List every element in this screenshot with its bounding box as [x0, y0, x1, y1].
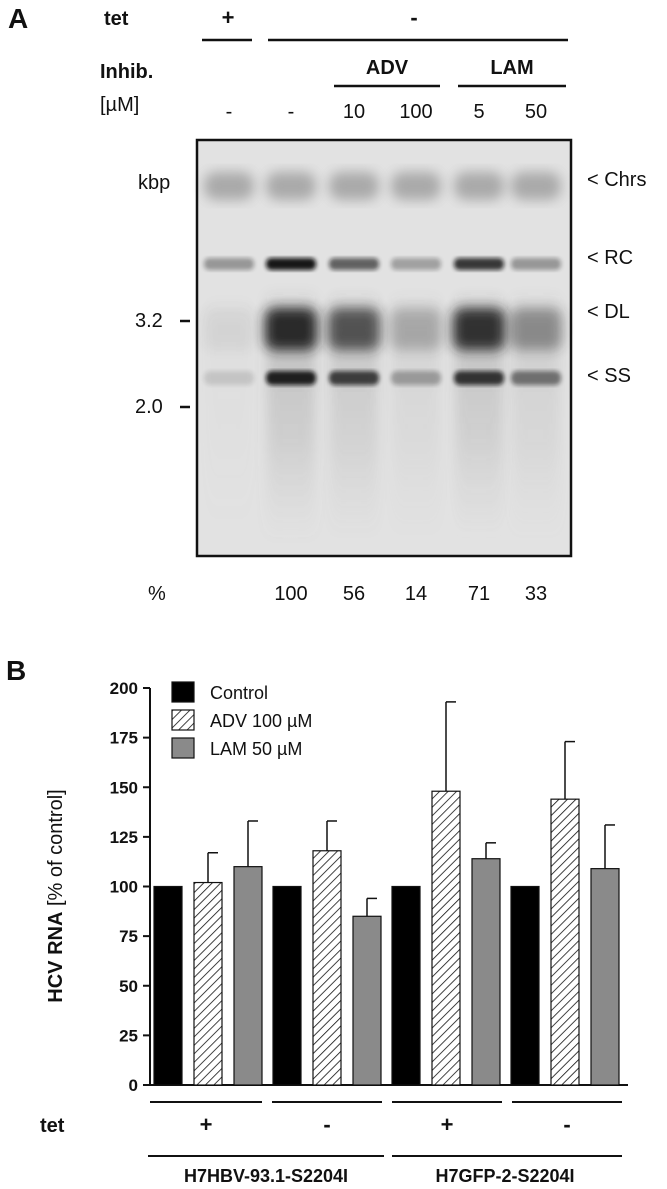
tet-label-a: tet	[104, 8, 129, 30]
legend-swatch	[171, 709, 195, 731]
percent-row: 100 56 14 71 33	[274, 583, 547, 605]
y-tick-label: 100	[110, 878, 138, 897]
bar	[272, 885, 302, 1086]
bar	[550, 798, 580, 1086]
conc-value: 5	[473, 101, 484, 123]
bar	[153, 885, 183, 1086]
bar	[352, 915, 382, 1086]
bar-chart: 0 25 50 75 100 125 150 175 200	[110, 679, 628, 1095]
chart-legend: Control ADV 100 µM LAM 50 µM	[171, 681, 312, 759]
y-tick-label: 25	[119, 1026, 138, 1045]
bar	[510, 885, 540, 1086]
blot-lane	[453, 172, 505, 540]
y-tick-label: 0	[129, 1076, 138, 1095]
tet-value: -	[323, 1112, 330, 1137]
cell-line-1: H7HBV-93.1-S2204I	[184, 1166, 348, 1186]
y-tick-label: 125	[110, 828, 138, 847]
y-tick-label: 50	[119, 977, 138, 996]
blot-lane	[510, 172, 562, 540]
bar	[471, 858, 501, 1086]
legend-label: ADV 100 µM	[210, 711, 312, 731]
inhib-label: Inhib.	[100, 61, 153, 83]
y-tick-label: 175	[110, 729, 138, 748]
panel-a: A tet + - Inhib. ADV LAM [µM] - - 10 100 5 50…	[8, 3, 646, 605]
y-axis-label: HCV RNA [% of control]	[45, 789, 67, 1002]
bar	[312, 850, 342, 1086]
percent-value: 100	[274, 583, 307, 605]
southern-blot	[195, 138, 573, 558]
cell-line-2: H7GFP-2-S2204I	[435, 1166, 574, 1186]
conc-label: [µM]	[100, 94, 139, 116]
band-label-ss: < SS	[587, 365, 631, 387]
bar	[431, 790, 461, 1086]
marker-3-2: 3.2	[135, 310, 163, 332]
adv-label: ADV	[366, 57, 409, 79]
conc-row: - - 10 100 5 50	[226, 101, 547, 123]
y-tick-label: 75	[119, 927, 138, 946]
legend-label: LAM 50 µM	[210, 739, 302, 759]
tet-value: -	[563, 1112, 570, 1137]
bar	[233, 866, 263, 1086]
percent-value: 71	[468, 583, 490, 605]
marker-2-0: 2.0	[135, 396, 163, 418]
tet-value: +	[441, 1112, 454, 1137]
percent-value: 33	[525, 583, 547, 605]
legend-swatch	[171, 681, 195, 703]
bar	[590, 868, 620, 1086]
conc-value: 100	[399, 101, 432, 123]
conc-value: -	[226, 101, 233, 123]
band-label-rc: < RC	[587, 247, 633, 269]
bar	[391, 885, 421, 1086]
percent-label: %	[148, 583, 166, 605]
blot-lane	[328, 172, 380, 540]
blot-background	[197, 140, 571, 556]
tet-value: +	[200, 1112, 213, 1137]
blot-lanes	[203, 172, 562, 540]
legend-swatch	[171, 737, 195, 759]
blot-frame	[195, 138, 573, 558]
blot-lane	[390, 172, 442, 540]
legend-label: Control	[210, 683, 268, 703]
tet-row-b: + - + -	[150, 1101, 622, 1137]
percent-value: 56	[343, 583, 365, 605]
bar	[193, 881, 223, 1086]
tet-label-b: tet	[40, 1115, 65, 1137]
kbp-label: kbp	[138, 172, 170, 194]
panel-b-letter: B	[6, 655, 26, 686]
lam-label: LAM	[490, 57, 533, 79]
percent-value: 14	[405, 583, 427, 605]
conc-value: -	[288, 101, 295, 123]
y-tick-label: 200	[110, 679, 138, 698]
band-label-chrs: < Chrs	[587, 169, 646, 191]
y-tick-label: 150	[110, 778, 138, 797]
conc-value: 10	[343, 101, 365, 123]
panel-a-letter: A	[8, 3, 28, 34]
band-label-dl: < DL	[587, 301, 630, 323]
blot-lane	[265, 172, 317, 540]
panel-b: B HCV RNA [% of control] 0 25 50 75 100 125 15…	[6, 655, 628, 1186]
blot-lane	[203, 172, 255, 540]
tet-plus-a: +	[222, 5, 235, 30]
conc-value: 50	[525, 101, 547, 123]
tet-minus-a: -	[410, 5, 417, 30]
